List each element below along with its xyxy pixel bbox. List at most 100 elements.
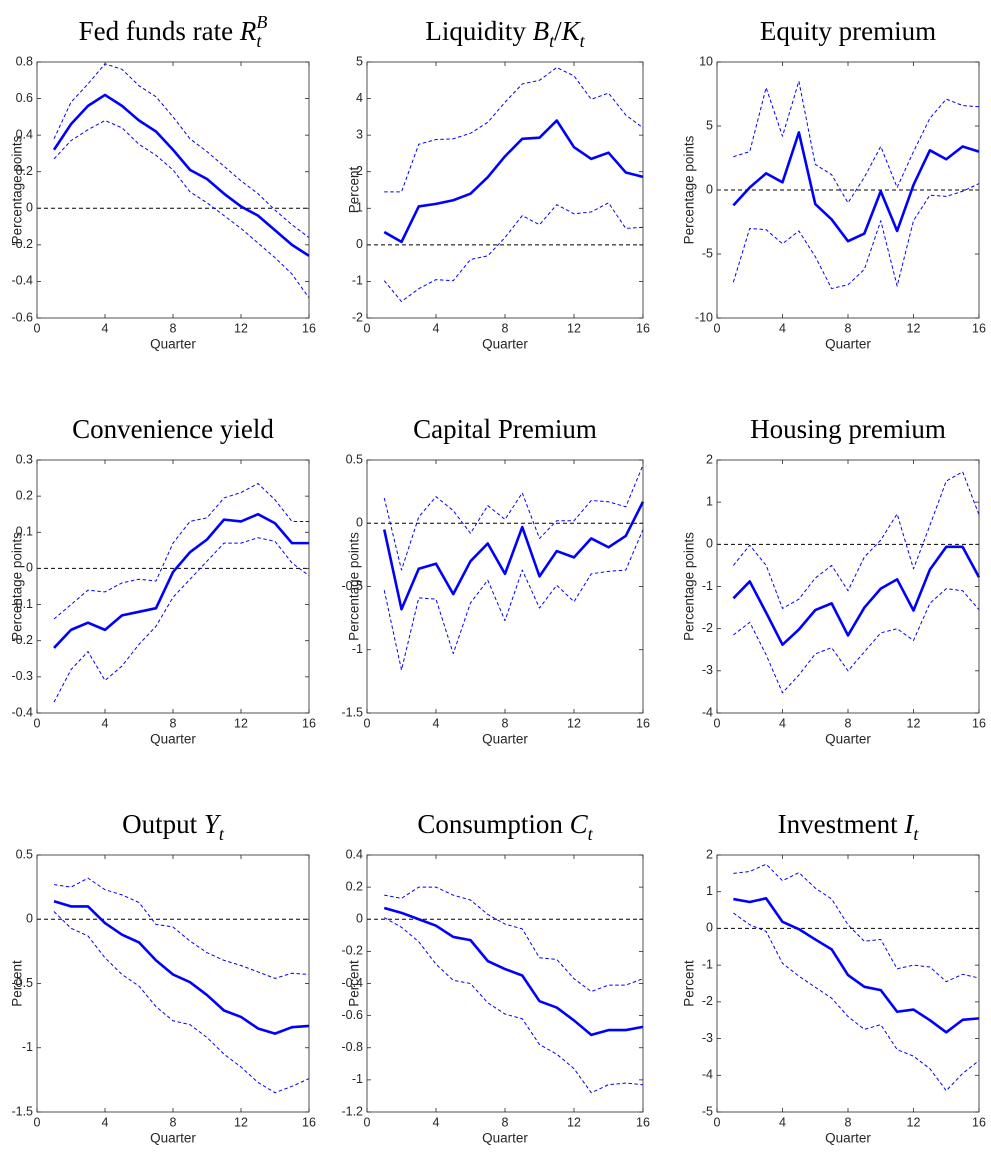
x-tick-label: 0 bbox=[364, 716, 371, 730]
line-series bbox=[53, 120, 310, 299]
chart-title: Capital Premium bbox=[413, 414, 597, 444]
chart-title: Equity premium bbox=[760, 16, 936, 46]
chart-title: Output Yt bbox=[122, 809, 225, 844]
y-tick-label: -1 bbox=[352, 274, 363, 288]
plot-area bbox=[717, 62, 979, 318]
y-tick-label: -1 bbox=[702, 579, 713, 593]
y-axis-label: Percentage points bbox=[10, 135, 25, 244]
subplot: Convenience yield -0.4 -0.3 -0.2 -0.1 0 0.1 0.2… bbox=[10, 414, 316, 747]
y-tick-label: -1 bbox=[22, 1040, 33, 1054]
x-tick-label: 8 bbox=[845, 1115, 852, 1129]
line-series bbox=[733, 80, 980, 204]
line-series bbox=[384, 886, 644, 993]
y-tick-label: 0 bbox=[356, 516, 363, 530]
x-tick-label: 16 bbox=[972, 716, 986, 730]
y-axis-label: Percent bbox=[10, 960, 25, 1007]
x-tick-label: 4 bbox=[102, 321, 109, 335]
x-tick-label: 8 bbox=[845, 716, 852, 730]
title-subscript: t bbox=[256, 31, 262, 51]
y-tick-label: 3 bbox=[356, 127, 363, 141]
y-tick-label: 10 bbox=[699, 54, 713, 68]
x-tick-label: 8 bbox=[502, 1115, 509, 1129]
y-tick-label: -1.2 bbox=[341, 1104, 363, 1118]
title-text: Liquidity bbox=[425, 16, 532, 46]
plot-area bbox=[37, 460, 309, 713]
x-tick-label: 16 bbox=[302, 716, 316, 730]
y-tick-label: -0.2 bbox=[11, 237, 33, 251]
y-tick-label: 0 bbox=[706, 921, 713, 935]
y-tick-label: 1 bbox=[356, 201, 363, 215]
y-tick-label: -0.6 bbox=[341, 1008, 363, 1022]
x-tick-label: 4 bbox=[779, 1115, 786, 1129]
x-tick-label: 0 bbox=[714, 716, 721, 730]
x-tick-label: 12 bbox=[234, 1115, 248, 1129]
line-series bbox=[732, 183, 980, 290]
chart-title: Liquidity Bt/Kt bbox=[425, 16, 585, 51]
y-tick-label: 0.5 bbox=[16, 847, 33, 861]
title-text: Investment bbox=[778, 809, 905, 839]
line-series bbox=[383, 906, 644, 1037]
line-series bbox=[732, 471, 980, 609]
x-tick-label: 4 bbox=[433, 716, 440, 730]
x-tick-label: 4 bbox=[433, 321, 440, 335]
x-axis-label: Quarter bbox=[825, 732, 871, 747]
x-axis-label: Quarter bbox=[482, 337, 528, 352]
x-tick-label: 16 bbox=[302, 321, 316, 335]
y-tick-label: 0 bbox=[26, 561, 33, 575]
chart-title: Fed funds rate RtB bbox=[79, 12, 268, 51]
x-tick-label: 8 bbox=[502, 321, 509, 335]
line-series bbox=[732, 545, 981, 646]
line-series bbox=[383, 464, 644, 571]
subplot: Output Yt -1.5 -1 -0.5 0 0.5 0 4 8 12 16 Quarter Per… bbox=[10, 809, 316, 1146]
plot-area bbox=[717, 855, 979, 1112]
line-series bbox=[733, 912, 980, 1092]
x-axis-label: Quarter bbox=[150, 337, 196, 352]
y-tick-label: 5 bbox=[706, 118, 713, 132]
x-tick-label: 4 bbox=[779, 321, 786, 335]
x-tick-label: 0 bbox=[34, 1115, 41, 1129]
title-subscript: t bbox=[580, 31, 586, 51]
x-axis-label: Quarter bbox=[150, 732, 196, 747]
x-axis-label: Quarter bbox=[482, 732, 528, 747]
x-tick-label: 16 bbox=[302, 1115, 316, 1129]
y-tick-label: 0 bbox=[706, 537, 713, 551]
y-tick-label: 2 bbox=[356, 164, 363, 178]
title-text: Capital Premium bbox=[413, 414, 597, 444]
y-tick-label: 2 bbox=[706, 452, 713, 466]
title-text: B bbox=[533, 16, 550, 46]
x-tick-label: 16 bbox=[636, 1115, 650, 1129]
y-tick-label: -0.2 bbox=[341, 944, 363, 958]
x-tick-label: 12 bbox=[907, 321, 921, 335]
x-tick-label: 12 bbox=[907, 1115, 921, 1129]
y-tick-label: -1 bbox=[352, 642, 363, 656]
y-tick-label: -0.5 bbox=[11, 976, 33, 990]
x-tick-label: 12 bbox=[907, 716, 921, 730]
x-tick-label: 4 bbox=[102, 716, 109, 730]
y-tick-label: 0 bbox=[356, 912, 363, 926]
line-series bbox=[732, 131, 980, 243]
line-series bbox=[382, 501, 645, 611]
x-tick-label: 4 bbox=[433, 1115, 440, 1129]
y-tick-label: -0.2 bbox=[11, 633, 33, 647]
line-series bbox=[384, 66, 644, 193]
line-series bbox=[733, 897, 980, 1034]
y-tick-label: 0.3 bbox=[16, 452, 33, 466]
title-subscript: t bbox=[219, 824, 225, 844]
y-axis-label: Percentage points bbox=[682, 532, 697, 641]
line-series bbox=[733, 863, 980, 983]
subplot: Fed funds rate RtB -0.6 -0.4 -0.2 0 0.2 0.4 0.6… bbox=[10, 12, 316, 352]
x-tick-label: 0 bbox=[364, 1115, 371, 1129]
x-tick-label: 8 bbox=[845, 321, 852, 335]
x-axis-label: Quarter bbox=[825, 337, 871, 352]
title-text: Output bbox=[122, 809, 204, 839]
x-tick-label: 8 bbox=[502, 716, 509, 730]
y-tick-label: 5 bbox=[356, 54, 363, 68]
x-axis-label: Quarter bbox=[825, 1131, 871, 1146]
line-series bbox=[53, 63, 310, 238]
y-tick-label: 1 bbox=[706, 494, 713, 508]
plot-area bbox=[367, 62, 643, 318]
title-text: Housing premium bbox=[750, 414, 946, 444]
x-tick-label: 16 bbox=[972, 1115, 986, 1129]
